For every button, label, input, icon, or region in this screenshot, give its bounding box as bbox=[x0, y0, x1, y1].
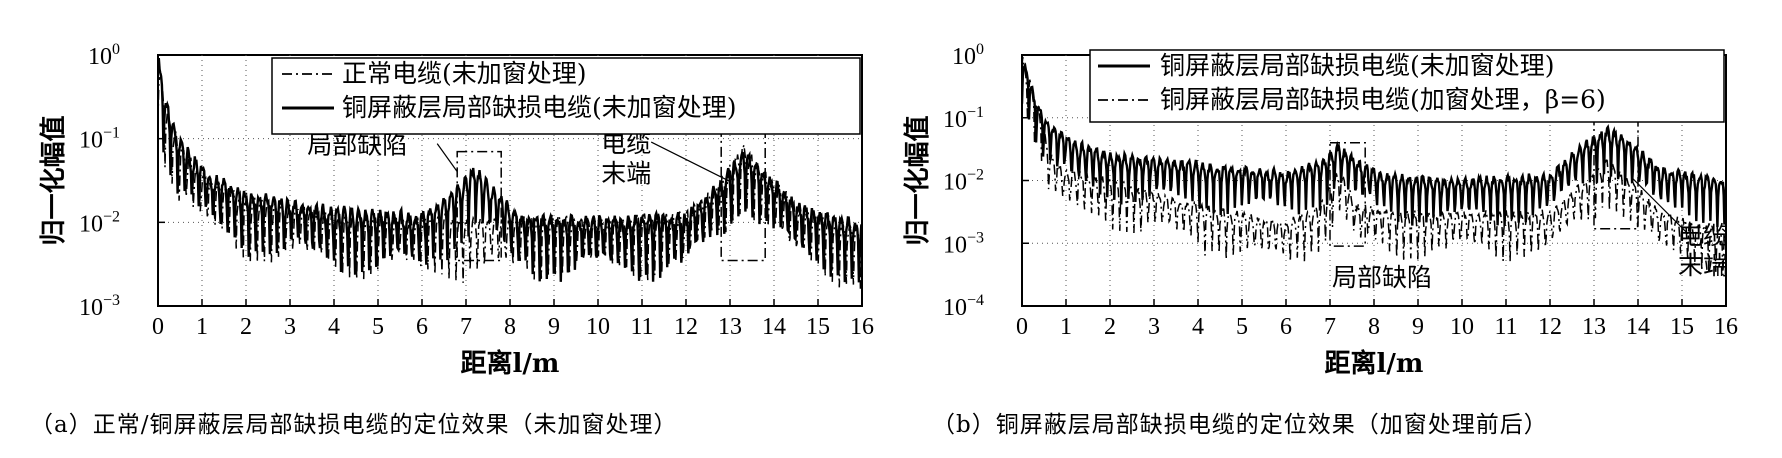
annotation-label: 末端 bbox=[601, 159, 651, 188]
y-tick-label: 10−3 bbox=[943, 229, 984, 258]
x-tick-label: 10 bbox=[1450, 314, 1474, 340]
x-tick-label: 15 bbox=[806, 314, 830, 340]
x-tick-label: 0 bbox=[1016, 314, 1028, 340]
series-line-1 bbox=[1022, 56, 1726, 276]
x-tick-label: 16 bbox=[850, 314, 874, 340]
x-tick-label: 11 bbox=[1494, 314, 1517, 340]
y-tick-label: 100 bbox=[952, 41, 984, 70]
x-tick-label: 5 bbox=[1236, 314, 1248, 340]
legend-label-0: 正常电缆(未加窗处理) bbox=[342, 59, 587, 88]
x-tick-label: 16 bbox=[1714, 314, 1738, 340]
series-line-1 bbox=[158, 58, 862, 283]
legend-label-1: 铜屏蔽层局部缺损电缆(加窗处理，β=6) bbox=[1160, 85, 1606, 114]
y-tick-label: 10−3 bbox=[79, 292, 120, 321]
annotation-leader bbox=[436, 143, 458, 172]
y-axis-label: 归一化幅值 bbox=[39, 115, 69, 245]
chart-panel-a: 0 1 2 3 4 5 6 7 8 9 10 11 12 13 14 15 1610010−110−210−3距… bbox=[30, 41, 874, 438]
x-tick-label: 2 bbox=[240, 314, 252, 340]
y-tick-label: 10−2 bbox=[79, 208, 120, 237]
legend-box bbox=[271, 57, 861, 135]
legend-label-1: 铜屏蔽层局部缺损电缆(未加窗处理) bbox=[342, 93, 737, 122]
annotation-label: 电缆 bbox=[1678, 221, 1728, 250]
x-tick-label: 9 bbox=[548, 314, 560, 340]
x-tick-label: 7 bbox=[460, 314, 472, 340]
x-tick-label: 11 bbox=[630, 314, 653, 340]
y-tick-label: 10−4 bbox=[943, 292, 984, 321]
annotation-label: 末端 bbox=[1678, 251, 1728, 280]
chart-panel-b: 0 1 2 3 4 5 6 7 8 9 10 11 12 13 14 15 1610010−110−210−31… bbox=[903, 41, 1738, 438]
x-tick-label: 15 bbox=[1670, 314, 1694, 340]
y-tick-label: 10−2 bbox=[943, 167, 984, 196]
x-tick-label: 4 bbox=[1192, 314, 1204, 340]
x-tick-label: 6 bbox=[1280, 314, 1292, 340]
x-tick-label: 14 bbox=[1626, 314, 1650, 340]
annotation-label: 局部缺陷 bbox=[307, 131, 407, 160]
x-tick-label: 3 bbox=[1148, 314, 1160, 340]
x-tick-label: 0 bbox=[152, 314, 164, 340]
y-tick-label: 10−1 bbox=[79, 125, 120, 154]
x-tick-label: 6 bbox=[416, 314, 428, 340]
x-tick-label: 13 bbox=[718, 314, 742, 340]
x-tick-label: 7 bbox=[1324, 314, 1336, 340]
x-tick-label: 4 bbox=[328, 314, 340, 340]
x-axis-label: 距离l/m bbox=[1325, 348, 1424, 379]
x-tick-label: 10 bbox=[586, 314, 610, 340]
x-tick-label: 14 bbox=[762, 314, 786, 340]
y-tick-label: 100 bbox=[88, 41, 120, 70]
y-axis-label: 归一化幅值 bbox=[903, 115, 933, 245]
annotation-label: 局部缺陷 bbox=[1332, 263, 1432, 292]
annotation-box bbox=[456, 150, 502, 262]
annotation-leader bbox=[1632, 178, 1689, 235]
x-tick-label: 3 bbox=[284, 314, 296, 340]
annotation-box bbox=[1329, 141, 1366, 247]
x-tick-label: 12 bbox=[1538, 314, 1562, 340]
panel-caption: （b）铜屏蔽层局部缺损电缆的定位效果（加窗处理前后） bbox=[932, 412, 1548, 438]
x-tick-label: 2 bbox=[1104, 314, 1116, 340]
y-tick-label: 10−1 bbox=[943, 104, 984, 133]
x-tick-label: 1 bbox=[196, 314, 208, 340]
annotation-leader bbox=[650, 141, 732, 183]
panel-caption: （a）正常/铜屏蔽层局部缺损电缆的定位效果（未加窗处理） bbox=[30, 412, 677, 438]
legend-label-0: 铜屏蔽层局部缺损电缆(未加窗处理) bbox=[1160, 51, 1555, 80]
x-tick-label: 1 bbox=[1060, 314, 1072, 340]
series-line-0 bbox=[1022, 62, 1726, 228]
x-tick-label: 13 bbox=[1582, 314, 1606, 340]
x-tick-label: 5 bbox=[372, 314, 384, 340]
legend-box bbox=[1089, 49, 1725, 123]
x-tick-label: 12 bbox=[674, 314, 698, 340]
x-tick-label: 8 bbox=[504, 314, 516, 340]
x-axis-label: 距离l/m bbox=[461, 348, 560, 379]
x-tick-label: 9 bbox=[1412, 314, 1424, 340]
x-tick-label: 8 bbox=[1368, 314, 1380, 340]
